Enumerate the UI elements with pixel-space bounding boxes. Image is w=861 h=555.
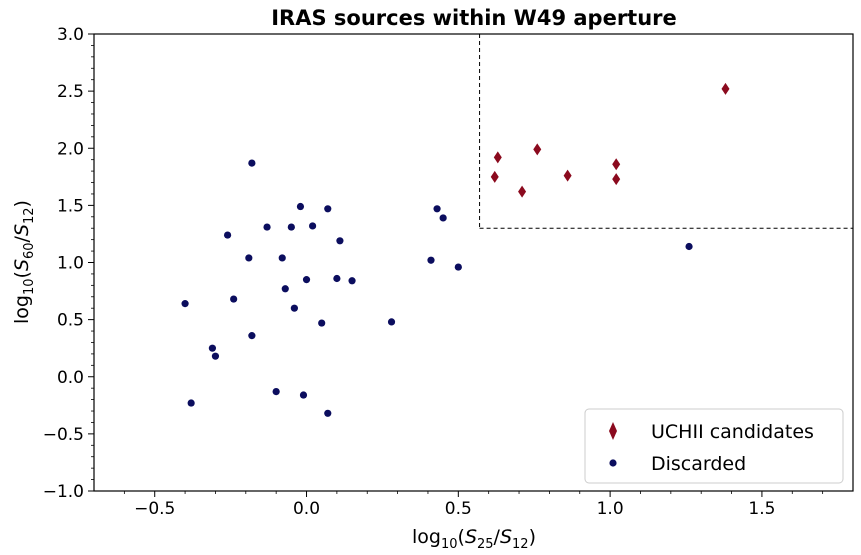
legend: UCHII candidates Discarded <box>584 408 844 484</box>
legend-label-discarded: Discarded <box>651 453 746 475</box>
data-point-discarded <box>278 254 286 262</box>
data-point-uchii-candidates <box>721 82 730 95</box>
data-point-uchii-candidates <box>518 185 527 198</box>
data-point-uchii-candidates <box>563 169 572 182</box>
data-point-discarded <box>308 222 317 230</box>
y-tick-label: 2.5 <box>57 82 84 102</box>
x-tick-label: 0.0 <box>293 499 320 519</box>
data-point-uchii-candidates <box>612 173 621 186</box>
data-point-uchii-candidates <box>612 158 621 171</box>
y-tick-label: 1.0 <box>57 254 84 274</box>
data-point-discarded <box>181 300 189 308</box>
x-tick-label: 0.5 <box>445 499 472 519</box>
y-tick-label: 0.5 <box>57 311 84 331</box>
data-point-discarded <box>439 214 447 222</box>
y-tick-label: −1.0 <box>43 482 84 502</box>
data-point-discarded <box>245 254 253 262</box>
data-point-discarded <box>248 332 256 340</box>
x-tick-label: 1.0 <box>597 499 624 519</box>
legend-label-uchii-candidates: UCHII candidates <box>651 421 814 443</box>
data-point-discarded <box>211 352 220 360</box>
x-axis-label: log10(S25/S12) <box>412 526 536 552</box>
data-point-discarded <box>685 242 693 251</box>
data-point-discarded <box>387 318 396 326</box>
data-point-discarded <box>230 295 238 303</box>
y-tick-label: 2.0 <box>57 139 84 159</box>
data-point-discarded <box>290 304 298 312</box>
data-point-uchii-candidates <box>533 143 542 156</box>
legend-box <box>584 408 844 484</box>
data-point-discarded <box>287 223 295 231</box>
data-point-discarded <box>263 223 271 231</box>
plot-area <box>181 34 853 417</box>
y-axis-label: log10(S60/S12) <box>11 200 37 324</box>
data-point-discarded <box>281 285 289 293</box>
y-tick-label: −0.5 <box>43 425 84 445</box>
data-point-discarded <box>299 391 308 399</box>
data-point-discarded <box>302 276 311 284</box>
data-point-discarded <box>318 319 326 327</box>
data-point-discarded <box>248 159 256 167</box>
y-tick-label: 1.5 <box>57 196 84 216</box>
x-tick-label: −0.5 <box>134 499 175 519</box>
data-point-discarded <box>187 399 195 407</box>
data-point-uchii-candidates <box>490 170 499 183</box>
data-point-discarded <box>433 205 441 213</box>
data-point-discarded <box>324 205 332 213</box>
data-point-discarded <box>223 231 232 239</box>
chart-title: IRAS sources within W49 aperture <box>271 6 677 30</box>
data-point-discarded <box>333 274 341 283</box>
data-point-discarded <box>427 256 435 264</box>
data-point-discarded <box>336 237 344 245</box>
data-point-discarded <box>454 263 462 271</box>
data-point-discarded <box>272 388 280 396</box>
x-tick-label: 1.5 <box>748 499 775 519</box>
y-tick-label: 0.0 <box>57 368 84 388</box>
data-point-uchii-candidates <box>493 151 502 164</box>
data-point-discarded <box>348 277 356 285</box>
axis-ticks: −0.5 0.0 0.5 1.0 1.5 −1.0 −0.5 0.0 0.5 1.0 1.5 2.0 2… <box>43 25 824 519</box>
legend-marker-uchii-candidates <box>609 422 617 440</box>
legend-marker-discarded <box>609 459 617 467</box>
data-point-discarded <box>324 409 332 417</box>
y-tick-label: 3.0 <box>57 25 84 45</box>
data-point-discarded <box>296 202 305 211</box>
data-point-discarded <box>208 344 217 352</box>
